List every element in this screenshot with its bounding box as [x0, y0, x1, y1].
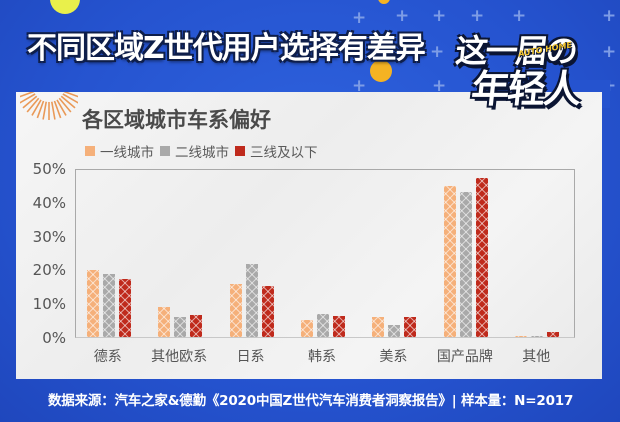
plus-icon: + — [602, 6, 617, 26]
y-tick-label: 10% — [32, 295, 66, 314]
bar-orange — [158, 306, 171, 338]
plus-icon: + — [432, 6, 447, 26]
legend-item-tier2: 二线城市 — [160, 141, 229, 161]
legend-swatch-orange-icon — [85, 146, 95, 156]
bar-gray — [174, 317, 187, 337]
legend-swatch-gray-icon — [160, 146, 170, 156]
x-tick-label: 韩系 — [308, 349, 336, 365]
plus-icon: + — [432, 76, 447, 96]
plus-icon: + — [352, 76, 367, 96]
bar-gray — [388, 325, 401, 337]
chart-legend: 一线城市 二线城市 三线及以下 — [85, 141, 324, 161]
plus-icon: + — [602, 42, 617, 62]
x-tick-label: 其他 — [522, 349, 551, 365]
bar-orange — [372, 317, 385, 337]
legend-swatch-red-icon — [235, 146, 245, 156]
decorative-yellow-circle — [50, 0, 80, 14]
bar-orange — [301, 319, 313, 338]
legend-label: 二线城市 — [175, 145, 229, 161]
legend-item-tier1: 一线城市 — [85, 141, 154, 161]
bar-red — [333, 315, 345, 338]
bar-orange — [515, 336, 528, 337]
plus-icon: + — [512, 6, 527, 26]
bar-red — [547, 331, 560, 338]
plus-icon: + — [352, 8, 367, 28]
plus-icon: + — [395, 6, 410, 26]
y-tick-label: 0% — [42, 329, 66, 347]
decorative-orange-circle — [370, 60, 392, 82]
x-tick-label: 其他欧系 — [151, 349, 208, 365]
bar-orange — [443, 186, 456, 337]
bar-orange — [86, 270, 99, 337]
bar-red — [261, 285, 274, 338]
plus-icon: + — [470, 6, 485, 26]
bar-red — [404, 316, 417, 338]
bar-gray — [531, 335, 544, 338]
legend-label: 一线城市 — [100, 145, 154, 161]
logo-text-line2: 年轻人 — [469, 67, 582, 111]
bar-red — [190, 315, 203, 337]
bar-gray — [245, 264, 258, 337]
x-tick-label: 美系 — [379, 349, 408, 365]
data-source-footnote: 数据来源：汽车之家&德勤《2020中国Z世代汽车消费者洞察报告》| 样本量：N=… — [48, 393, 574, 409]
y-tick-label: 30% — [32, 227, 66, 246]
page-title: 不同区域Z世代用户选择有差异 — [27, 31, 426, 66]
y-tick-label: 50% — [32, 160, 66, 178]
x-tick-label: 日系 — [236, 349, 265, 365]
chart-title: 各区域城市车系偏好 — [82, 108, 271, 132]
plus-icon: + — [430, 42, 445, 62]
sunburst-decoration-icon — [20, 92, 78, 122]
legend-item-tier3: 三线及以下 — [235, 141, 318, 161]
x-tick-label: 德系 — [93, 349, 122, 365]
bar-red — [118, 278, 131, 338]
bar-red — [475, 177, 488, 338]
plot-area — [75, 169, 575, 338]
y-tick-label: 40% — [32, 193, 66, 212]
bar-orange — [229, 284, 242, 337]
x-tick-label: 国产品牌 — [436, 349, 493, 365]
decorative-orange-circle — [378, 0, 390, 4]
y-tick-label: 20% — [32, 261, 66, 280]
logo: 这一届の AUTO HOME 年轻人 — [440, 12, 610, 111]
bar-gray — [102, 274, 115, 337]
bar-gray — [459, 191, 472, 338]
legend-label: 三线及以下 — [250, 145, 318, 161]
bar-gray — [317, 314, 329, 337]
